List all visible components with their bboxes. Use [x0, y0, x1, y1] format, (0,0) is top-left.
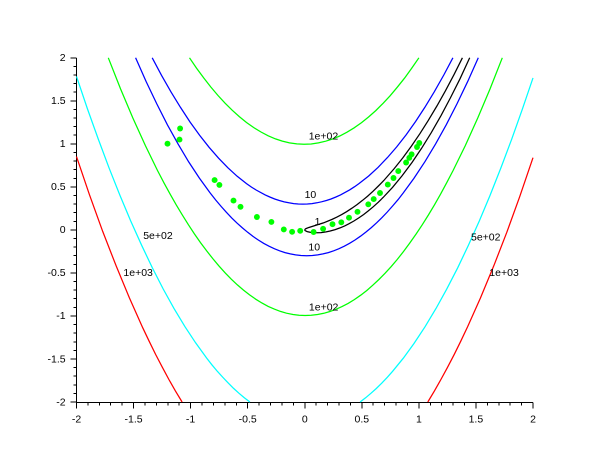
svg-text:-2: -2 — [72, 414, 81, 426]
svg-text:0: 0 — [302, 414, 308, 426]
svg-text:1e+03: 1e+03 — [123, 267, 153, 279]
svg-text:1e+02: 1e+02 — [309, 130, 339, 142]
svg-text:2: 2 — [60, 52, 66, 64]
svg-text:5e+02: 5e+02 — [143, 230, 173, 242]
svg-text:1.5: 1.5 — [469, 414, 484, 426]
svg-text:1: 1 — [60, 138, 66, 150]
svg-text:10: 10 — [308, 241, 320, 253]
svg-text:5e+02: 5e+02 — [471, 231, 501, 243]
svg-text:1.5: 1.5 — [51, 95, 66, 107]
svg-text:-1: -1 — [186, 414, 195, 426]
svg-text:2: 2 — [530, 414, 536, 426]
svg-text:1e+03: 1e+03 — [489, 267, 519, 279]
svg-text:0.5: 0.5 — [51, 181, 66, 193]
svg-text:-1.5: -1.5 — [125, 414, 143, 426]
svg-text:1: 1 — [416, 414, 422, 426]
svg-text:0.5: 0.5 — [354, 414, 369, 426]
svg-text:-1.5: -1.5 — [48, 353, 66, 365]
svg-text:-1: -1 — [56, 310, 65, 322]
svg-text:-2: -2 — [56, 396, 65, 408]
svg-text:10: 10 — [305, 189, 317, 201]
svg-text:0: 0 — [60, 224, 66, 236]
svg-text:1: 1 — [315, 216, 321, 228]
svg-text:-0.5: -0.5 — [48, 267, 66, 279]
svg-text:1e+02: 1e+02 — [309, 302, 339, 314]
svg-text:-0.5: -0.5 — [239, 414, 257, 426]
